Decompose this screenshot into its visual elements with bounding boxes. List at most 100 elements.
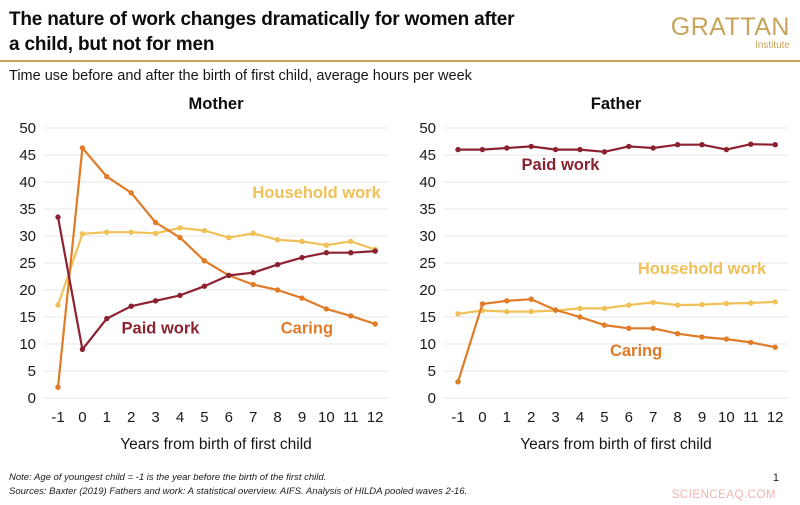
x-tick-label: 6 — [225, 409, 233, 426]
watermark: SCIENCEAQ.COM — [671, 489, 776, 501]
data-point — [372, 248, 378, 254]
data-point — [674, 142, 681, 148]
data-point — [479, 301, 486, 307]
data-point — [104, 229, 110, 236]
data-point — [299, 238, 305, 245]
x-tick-label: 12 — [767, 409, 784, 426]
data-point — [626, 302, 632, 308]
data-point — [299, 295, 305, 301]
x-tick-label: -1 — [451, 409, 464, 426]
footnotes: Note: Age of youngest child = -1 is the … — [9, 471, 467, 500]
header: The nature of work changes dramatically … — [0, 0, 800, 57]
data-point — [699, 142, 705, 148]
data-point — [177, 225, 183, 231]
x-tick-label: 3 — [151, 409, 159, 426]
y-tick-label: 5 — [428, 363, 436, 380]
y-tick-label: 25 — [419, 255, 436, 272]
series-line — [56, 147, 376, 388]
page-title: The nature of work changes dramatically … — [9, 7, 514, 57]
series-caring: Caring — [455, 296, 778, 385]
data-point — [226, 272, 232, 279]
note-text: Note: Age of youngest child = -1 is the … — [9, 471, 327, 483]
data-point — [323, 242, 330, 249]
x-tick-label: 10 — [318, 409, 335, 426]
data-point — [748, 141, 754, 148]
x-tick-label: 8 — [673, 409, 681, 426]
series-paid-work: Paid work — [455, 141, 778, 174]
y-tick-label: 30 — [419, 228, 436, 245]
y-tick-label: 25 — [19, 255, 36, 272]
data-point — [226, 235, 232, 241]
data-point — [723, 300, 730, 307]
x-tick-label: 11 — [743, 409, 759, 426]
y-tick-label: 45 — [19, 147, 36, 164]
data-point — [250, 230, 256, 237]
data-point — [552, 307, 559, 313]
data-point — [152, 219, 159, 226]
charts-row: 0 5 10 15 20 25 30 35 40 45 50 -1 0 1 2 3 4 5 6 7 8 9 10 11 12 Mo… — [0, 88, 800, 463]
logo-subtext: Institute — [754, 40, 790, 51]
data-point — [177, 292, 183, 299]
x-tick-label: 12 — [367, 409, 384, 426]
sources-text: Sources: Baxter (2019) Fathers and work:… — [9, 485, 468, 497]
y-tick-label: 0 — [28, 390, 36, 407]
gridlines — [444, 127, 788, 399]
series-line — [456, 298, 776, 383]
data-point — [79, 346, 86, 353]
x-tick-label: 1 — [103, 409, 111, 426]
x-tick-label: 2 — [127, 409, 135, 426]
x-tick-label: 4 — [576, 409, 584, 426]
x-tick-label: 9 — [298, 409, 306, 426]
data-point — [748, 300, 754, 306]
title-line-1: The nature of work changes dramatically … — [9, 9, 515, 30]
x-axis-title: Years from birth of first child — [520, 436, 712, 453]
data-point — [128, 229, 134, 236]
data-point — [79, 231, 86, 237]
data-point — [455, 311, 461, 317]
series-label-caring: Caring — [281, 320, 333, 338]
series-label-household-work: Household work — [252, 184, 381, 202]
data-point — [772, 299, 778, 305]
y-tick-label: 50 — [419, 120, 436, 137]
chart-subtitle: Time use before and after the birth of f… — [9, 68, 472, 85]
data-point — [323, 306, 330, 312]
data-point — [479, 147, 486, 153]
gold-divider — [0, 60, 800, 63]
y-tick-label: 10 — [419, 336, 436, 353]
x-tick-label: 1 — [503, 409, 511, 426]
y-tick-label: 35 — [19, 201, 36, 218]
data-point — [699, 302, 705, 308]
data-point — [152, 230, 159, 237]
data-point — [699, 334, 705, 340]
data-point — [528, 309, 534, 315]
series-caring: Caring — [55, 145, 378, 391]
data-point — [55, 214, 61, 220]
x-tick-label: 0 — [78, 409, 86, 426]
y-tick-label: 5 — [28, 363, 36, 380]
data-point — [723, 147, 730, 153]
x-tick-label: 3 — [551, 409, 559, 426]
series-label-caring: Caring — [610, 342, 662, 360]
data-point — [577, 305, 583, 312]
y-tick-label: 40 — [19, 174, 36, 191]
logo-wordmark: GRATTAN — [670, 13, 790, 41]
x-tick-label: 2 — [527, 409, 535, 426]
y-tick-label: 15 — [19, 309, 36, 326]
series-line — [56, 217, 376, 351]
data-point — [650, 325, 656, 332]
x-tick-label: 4 — [176, 409, 184, 426]
grattan-logo: GRATTAN Institute — [671, 15, 790, 51]
x-tick-label: 7 — [249, 409, 257, 426]
y-tick-label: 15 — [419, 309, 436, 326]
data-point — [348, 238, 354, 245]
y-tick-label: 0 — [428, 390, 436, 407]
chart-panel-title: Mother — [189, 95, 245, 113]
data-point — [577, 314, 583, 320]
data-point — [201, 228, 208, 234]
series-label-paid-work: Paid work — [122, 320, 201, 338]
data-point — [250, 270, 256, 276]
data-point — [274, 237, 281, 243]
y-tick-label: 35 — [419, 201, 436, 218]
